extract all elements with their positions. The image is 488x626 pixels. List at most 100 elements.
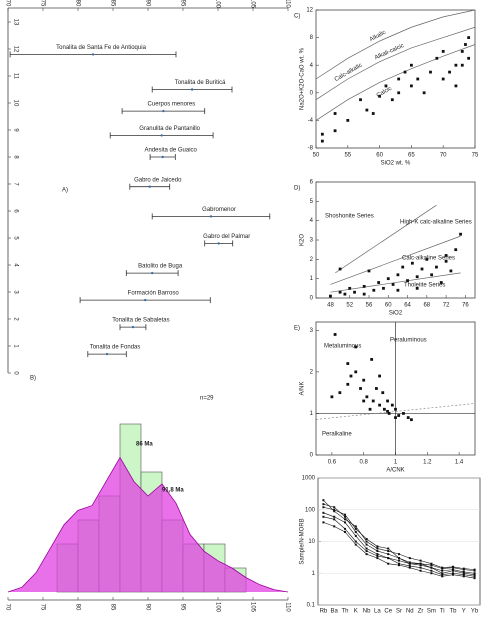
x-tick-label: 70 xyxy=(4,604,10,611)
series-marker xyxy=(344,515,346,518)
y-tick-label: 2 xyxy=(12,317,18,321)
series-marker xyxy=(419,562,422,565)
data-point xyxy=(346,119,350,122)
series-marker xyxy=(430,566,433,569)
x-tick-label: 105 xyxy=(249,0,255,9)
mean-dot xyxy=(162,109,165,113)
series-marker xyxy=(430,564,433,567)
series-marker xyxy=(365,547,368,550)
data-point xyxy=(386,277,390,281)
x-tick-label: Ba xyxy=(331,609,339,615)
sample-count: n=29 xyxy=(200,396,214,402)
x-tick-label: 80 xyxy=(74,0,80,7)
y-tick-label: 8 xyxy=(12,155,18,159)
series-marker xyxy=(398,553,400,556)
series-marker xyxy=(441,567,444,570)
data-point xyxy=(382,407,386,411)
data-point xyxy=(367,269,371,273)
series-marker xyxy=(354,525,357,528)
data-point xyxy=(346,382,350,386)
y-tick-label: 100 xyxy=(305,507,316,513)
data-point xyxy=(359,387,362,390)
x-tick-label: 110 xyxy=(284,602,290,612)
x-tick-label: 75 xyxy=(472,153,479,159)
y-tick-label: 4 xyxy=(12,263,18,267)
series-marker xyxy=(387,553,390,556)
data-point xyxy=(420,267,424,271)
data-point xyxy=(459,232,462,236)
series-marker xyxy=(419,569,422,572)
field-label: High-K calc-alkaline Series xyxy=(400,220,472,226)
data-point xyxy=(430,273,434,277)
peralkaline-line xyxy=(315,403,476,420)
x-axis-label: SiO2 xyxy=(389,311,403,317)
data-point xyxy=(371,399,375,403)
x-tick-label: 100 xyxy=(214,602,220,613)
plot-frame xyxy=(315,181,476,299)
data-point xyxy=(348,286,352,290)
x-tick-label: K xyxy=(354,609,358,615)
data-point xyxy=(359,98,362,102)
series-marker xyxy=(333,515,336,518)
series-marker xyxy=(376,547,379,550)
series-marker xyxy=(365,540,368,543)
field-label: Shoshonite Series xyxy=(325,214,374,220)
data-point xyxy=(415,286,419,290)
unit-label: Batolito de Buga xyxy=(138,264,183,270)
data-point xyxy=(460,63,464,67)
series-marker xyxy=(322,499,325,502)
x-tick-label: Yb xyxy=(471,609,479,615)
data-point xyxy=(441,50,445,53)
data-point xyxy=(329,294,332,298)
data-point xyxy=(448,70,451,74)
series-marker xyxy=(462,568,465,571)
data-point xyxy=(362,285,366,288)
series-marker xyxy=(333,525,336,528)
data-point xyxy=(410,418,413,422)
y-tick-label: 0 xyxy=(12,371,18,375)
peak-label: 91,8 Ma xyxy=(162,488,184,494)
series-marker xyxy=(322,521,325,524)
x-tick-label: 55 xyxy=(344,153,351,159)
y-axis-label: Sample/N-MORB xyxy=(300,518,306,564)
mean-dot xyxy=(160,134,163,137)
data-point xyxy=(394,416,397,419)
series-marker xyxy=(473,575,476,578)
series-marker xyxy=(452,566,454,569)
data-point xyxy=(338,267,342,271)
data-point xyxy=(330,395,334,399)
series-marker xyxy=(354,530,357,533)
series-marker xyxy=(419,564,422,567)
data-point xyxy=(333,333,337,336)
unit-label: Tonalita de Santa Fe de Antioquia xyxy=(56,45,146,51)
data-point xyxy=(353,290,356,294)
x-tick-label: 48 xyxy=(327,303,334,309)
series-marker xyxy=(365,537,368,540)
data-point xyxy=(362,292,366,296)
field-label: Alkali-calcic xyxy=(374,43,405,61)
series-marker xyxy=(387,557,390,560)
series-marker xyxy=(344,527,346,530)
series-marker xyxy=(408,561,411,564)
data-point xyxy=(377,281,381,284)
x-tick-label: 75 xyxy=(39,604,45,611)
x-tick-label: 68 xyxy=(423,303,430,309)
data-point xyxy=(415,275,419,279)
series-marker xyxy=(376,554,379,557)
data-point xyxy=(406,279,409,282)
series-marker xyxy=(462,573,465,576)
x-tick-label: Sr xyxy=(396,609,402,615)
series-marker xyxy=(452,573,454,576)
data-point xyxy=(338,391,342,395)
mean-dot xyxy=(190,88,194,91)
kde-line xyxy=(7,456,289,593)
y-tick-label: -8 xyxy=(308,146,314,152)
y-tick-label: 4 xyxy=(310,63,314,69)
data-point xyxy=(371,112,375,115)
data-point xyxy=(416,77,420,81)
data-point xyxy=(410,261,414,265)
data-point xyxy=(444,259,448,263)
data-point xyxy=(441,77,445,81)
kde-area xyxy=(8,457,288,592)
data-point xyxy=(396,273,400,277)
